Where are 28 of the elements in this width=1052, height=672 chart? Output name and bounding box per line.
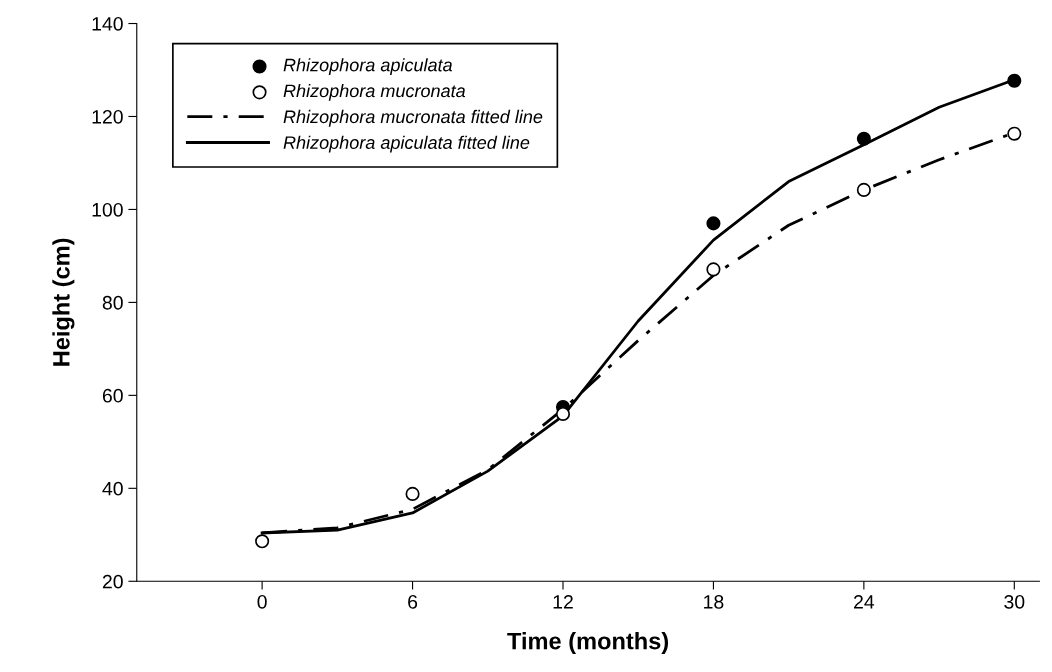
y-tick-label: 80: [102, 295, 123, 310]
point: [255, 534, 270, 549]
y-tick-label: 20: [102, 574, 123, 589]
legend-label: Rhizophora apiculata fitted line: [283, 135, 530, 153]
x-tick-label: 30: [1004, 594, 1025, 609]
legend-label: Rhizophora apiculata: [283, 58, 453, 75]
y-tick-label: 40: [102, 481, 123, 496]
point: [856, 182, 871, 197]
x-tick-label: 12: [553, 594, 573, 609]
point: [1007, 73, 1022, 88]
x-tick-label: 6: [408, 594, 418, 609]
x-tick-label: 0: [257, 594, 267, 609]
y-tick-label: 100: [92, 202, 123, 217]
point: [706, 262, 721, 277]
legend-label: Rhizophora mucronata: [283, 84, 466, 101]
y-axis-title: Height (cm): [52, 238, 75, 366]
x-tick-label: 24: [854, 594, 875, 609]
point: [706, 216, 721, 231]
point: [856, 131, 871, 146]
x-tick-label: 18: [704, 594, 724, 609]
point: [405, 486, 420, 501]
point: [555, 406, 571, 421]
point: [1007, 126, 1022, 141]
x-axis-title: Time (months): [507, 632, 669, 655]
y-tick-label: 140: [92, 16, 123, 31]
y-tick-label: 60: [102, 388, 123, 403]
legend-label: Rhizophora mucronata fitted line: [283, 109, 543, 127]
y-tick-label: 120: [92, 109, 123, 124]
